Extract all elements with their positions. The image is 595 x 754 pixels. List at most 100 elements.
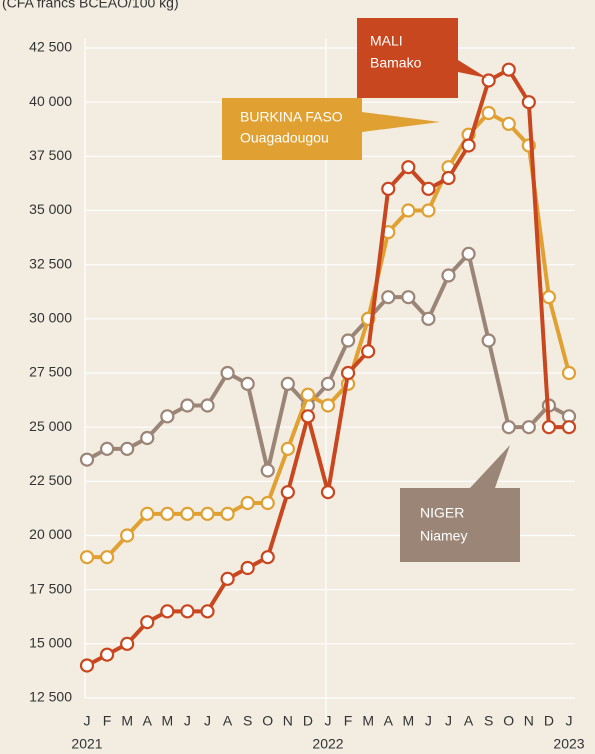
point-marker (160, 604, 175, 619)
point-marker (340, 333, 356, 348)
point-marker (79, 658, 95, 673)
x-tick-label: O (262, 713, 273, 729)
x-tick-label: J (325, 713, 332, 729)
point-marker (180, 604, 195, 619)
y-tick-label: 30 000 (29, 310, 72, 326)
point-marker (99, 550, 115, 565)
y-tick-label: 15 000 (29, 635, 72, 651)
point-marker (200, 398, 215, 413)
callout-name: NIGER (420, 505, 464, 521)
x-tick-label: S (484, 713, 493, 729)
point-marker (481, 73, 496, 88)
point-marker (501, 116, 516, 131)
x-tick-label: J (204, 713, 211, 729)
callout-city: Ouagadougou (240, 130, 329, 146)
point-marker (381, 181, 396, 196)
point-marker (160, 409, 175, 424)
point-marker (99, 441, 115, 456)
point-marker (401, 160, 416, 175)
point-marker (160, 506, 175, 521)
x-tick-label: A (143, 713, 153, 729)
point-marker (421, 181, 436, 196)
chart-subtitle: (CFA francs BCEAO/100 kg) (2, 0, 179, 11)
point-marker (79, 452, 95, 467)
x-tick-label: M (121, 713, 133, 729)
series-line (86, 251, 570, 473)
x-tick-label: J (184, 713, 191, 729)
year-label: 2021 (71, 736, 102, 752)
point-marker (200, 604, 215, 619)
y-tick-label: 32 500 (29, 255, 72, 271)
point-marker (240, 560, 255, 576)
callout-niger: NIGER Niamey (400, 445, 520, 562)
point-marker (481, 105, 496, 121)
x-tick-label: F (103, 713, 112, 729)
x-tick-label: J (445, 713, 452, 729)
y-tick-label: 40 000 (29, 93, 72, 109)
y-tick-label: 22 500 (29, 472, 72, 488)
point-marker (200, 506, 215, 521)
point-marker (79, 550, 95, 565)
callout-shape (357, 18, 487, 98)
x-tick-label: O (503, 713, 514, 729)
point-marker (401, 290, 416, 305)
point-marker (501, 62, 516, 77)
point-marker (120, 528, 135, 543)
point-marker (280, 441, 295, 456)
plot: 12 500 15 000 17 500 20 000 22 500 25 000 27 5… (29, 38, 585, 752)
x-tick-label: A (223, 713, 233, 729)
y-tick-label: 42 500 (29, 39, 72, 55)
point-marker (421, 203, 436, 218)
point-marker (280, 485, 295, 500)
callout-shape (400, 445, 520, 562)
y-tick-label: 17 500 (29, 580, 72, 596)
point-marker (561, 365, 577, 381)
point-marker (340, 365, 356, 381)
point-marker (441, 170, 456, 186)
point-marker (381, 290, 396, 305)
point-marker (320, 485, 336, 500)
point-marker (461, 138, 476, 153)
y-tick-label: 25 000 (29, 418, 72, 434)
year-label: 2023 (553, 736, 584, 752)
point-marker (220, 365, 235, 381)
point-marker (260, 495, 275, 511)
point-marker (180, 398, 195, 413)
x-tick-label: A (464, 713, 474, 729)
point-marker (240, 376, 255, 391)
point-marker (541, 420, 557, 435)
y-tick-label: 20 000 (29, 526, 72, 542)
point-marker (120, 636, 135, 651)
point-marker (320, 376, 336, 391)
y-tick-label: 35 000 (29, 201, 72, 217)
callout-shape (222, 98, 440, 160)
point-marker (481, 333, 496, 348)
point-marker (361, 344, 376, 359)
x-tick-label: A (384, 713, 394, 729)
callout-city: Niamey (420, 528, 467, 544)
point-marker (461, 246, 476, 261)
x-tick-label: M (362, 713, 374, 729)
point-marker (300, 409, 316, 424)
x-tick-label: N (283, 713, 293, 729)
x-tick-label: J (84, 713, 91, 729)
point-marker (280, 376, 295, 391)
point-marker (180, 506, 195, 521)
callout-name: BURKINA FASO (240, 109, 343, 125)
x-tick-label: N (524, 713, 534, 729)
callout-burkina: BURKINA FASO Ouagadougou (222, 98, 440, 160)
x-tick-label: M (402, 713, 414, 729)
point-marker (240, 495, 255, 511)
point-marker (521, 420, 536, 435)
callout-city: Bamako (370, 55, 422, 71)
y-tick-label: 12 500 (29, 689, 72, 705)
x-tick-label: D (544, 713, 554, 729)
point-marker (220, 506, 235, 521)
x-tick-label: M (161, 713, 173, 729)
point-marker (140, 430, 155, 446)
point-marker (421, 311, 436, 326)
x-tick-label: J (425, 713, 432, 729)
point-marker (260, 550, 275, 565)
x-tick-label: J (566, 713, 573, 729)
